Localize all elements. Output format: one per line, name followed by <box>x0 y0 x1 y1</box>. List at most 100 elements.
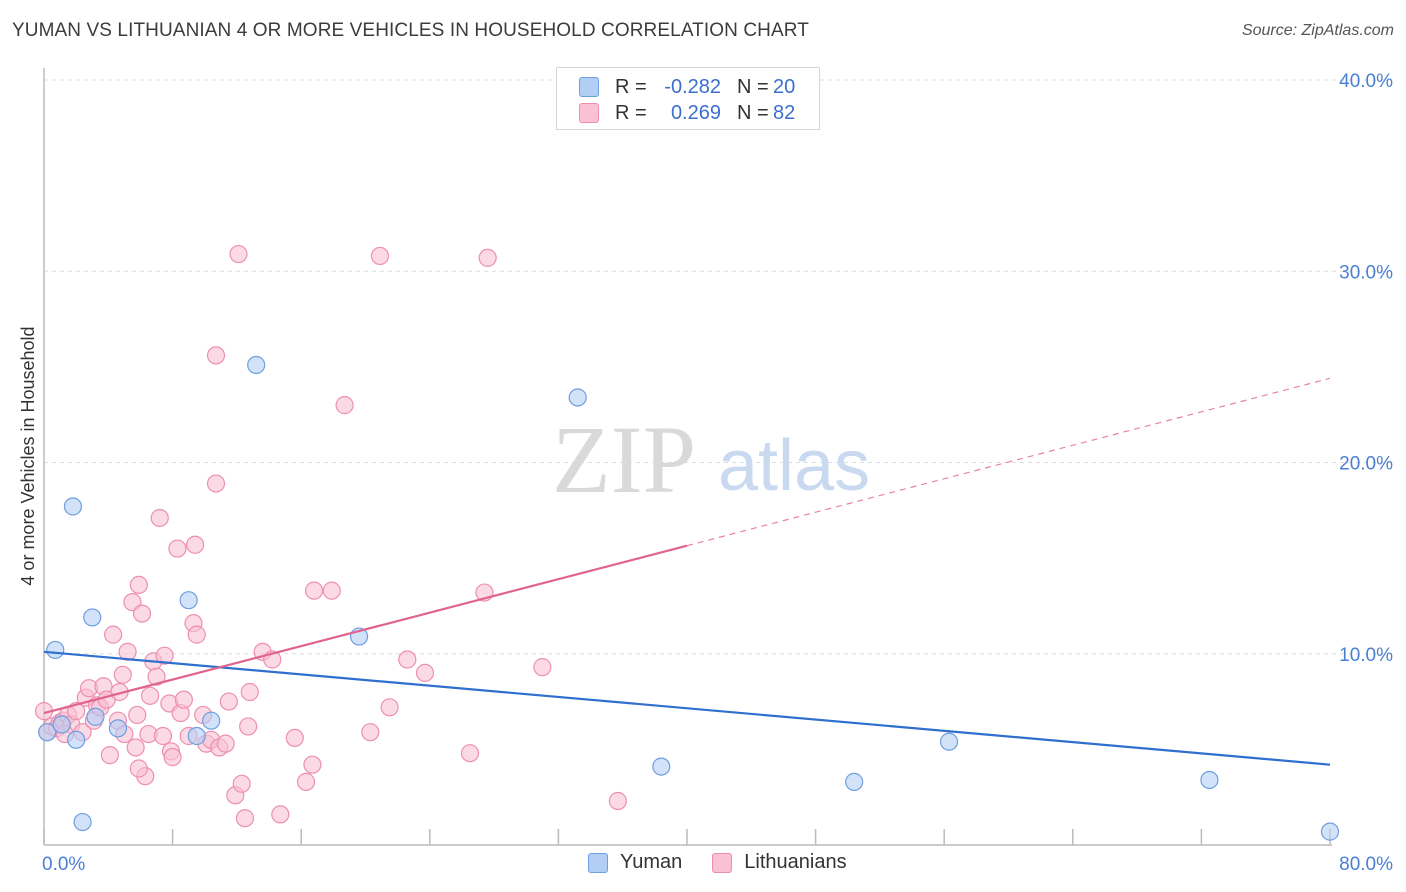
source-label: Source: ZipAtlas.com <box>1241 22 1394 39</box>
yuman-point <box>73 812 92 832</box>
yuman-point <box>845 772 864 791</box>
lithuanians-point <box>304 581 324 600</box>
legend-item-yuman[interactable]: Yuman <box>588 851 682 874</box>
n-value: 20 <box>773 75 796 98</box>
y-tick-label: 30.0% <box>1339 262 1393 283</box>
yuman-point <box>46 640 65 660</box>
lithuanians-point <box>533 658 552 677</box>
lithuanians-swatch <box>579 103 599 123</box>
yuman-point <box>86 707 105 726</box>
y-tick-labels: 10.0% 20.0% 30.0% 40.0% <box>1339 71 1393 666</box>
yuman-point <box>63 497 83 516</box>
yuman-point <box>187 726 206 746</box>
watermark-atlas: atlas <box>718 426 870 506</box>
lithuanians-point <box>398 650 417 669</box>
lithuanians-point <box>186 535 205 554</box>
correlation-legend: R = -0.282 N = 20 R = 0.269 N = 82 <box>556 67 820 130</box>
y-axis-title: 4 or more Vehicles in Household <box>18 326 38 585</box>
lithuanians-point <box>147 667 166 686</box>
series-legend: Yuman Lithuanians <box>588 851 877 874</box>
lithuanians-point <box>460 744 480 763</box>
lithuanians-point <box>155 646 174 665</box>
y-tick-label: 40.0% <box>1339 71 1393 92</box>
lithuanians-point <box>370 246 390 266</box>
x-tick-label-min: 0.0% <box>42 854 85 875</box>
lithuanians-point <box>104 625 123 644</box>
watermark: ZIP atlas <box>552 406 870 513</box>
lithuanians-point <box>113 665 132 684</box>
lithuanians-trend-line <box>43 544 688 715</box>
legend-item-lithuanians[interactable]: Lithuanians <box>712 851 847 874</box>
yuman-point <box>652 757 671 776</box>
lithuanians-point <box>129 575 148 595</box>
x-ticks <box>43 829 1331 845</box>
chart-title: YUMAN VS LITHUANIAN 4 OR MORE VEHICLES I… <box>12 20 809 41</box>
lithuanians-point <box>361 723 380 742</box>
lithuanians-point <box>240 682 259 702</box>
lithuanians-swatch <box>712 852 733 873</box>
yuman-point <box>247 355 266 375</box>
lithuanians-point <box>239 717 258 736</box>
watermark-zip: ZIP <box>552 406 696 513</box>
yuman-trend-line <box>43 650 1331 766</box>
legend-label-yuman: Yuman <box>620 851 683 873</box>
lithuanians-point <box>174 690 193 709</box>
legend-row-lithuanians: R = 0.269 N = 82 <box>579 101 795 125</box>
lithuanians-point <box>229 244 248 264</box>
lithuanians-point <box>140 686 160 705</box>
lithuanians-point <box>219 692 238 711</box>
lithuanians-point <box>608 791 627 811</box>
lithuanians-point <box>150 508 169 528</box>
lithuanians-point <box>206 346 226 365</box>
y-tick-label: 20.0% <box>1339 454 1393 475</box>
y-tick-label: 10.0% <box>1339 645 1393 666</box>
r-label: R = <box>615 101 647 124</box>
lithuanians-point <box>100 746 120 765</box>
gridlines <box>44 79 1392 655</box>
yuman-point <box>179 591 198 610</box>
n-value: 82 <box>773 101 796 124</box>
yuman-point <box>202 711 221 730</box>
yuman-swatch <box>588 852 608 873</box>
legend-label-lithuanians: Lithuanians <box>744 851 847 873</box>
lithuanians-point <box>163 747 182 767</box>
lithuanians-point <box>118 642 137 661</box>
yuman-point <box>1320 822 1340 841</box>
lithuanians-point <box>129 759 148 778</box>
lithuanians-point <box>168 539 187 558</box>
yuman-points <box>38 355 1340 841</box>
yuman-point <box>52 715 71 734</box>
yuman-point <box>38 723 57 742</box>
lithuanians-point <box>335 396 354 415</box>
legend-row-yuman: R = -0.282 N = 20 <box>579 75 795 99</box>
yuman-point <box>67 730 86 749</box>
yuman-point <box>108 719 128 738</box>
n-label: N = <box>737 75 769 98</box>
lithuanians-point <box>232 774 251 793</box>
lithuanians-point <box>380 698 399 717</box>
lithuanians-point <box>126 738 145 757</box>
lithuanians-point <box>415 663 435 682</box>
lithuanians-point <box>128 705 147 725</box>
lithuanians-point <box>271 805 290 824</box>
lithuanians-point <box>285 728 304 748</box>
lithuanians-point <box>132 604 152 623</box>
yuman-swatch <box>579 77 599 97</box>
lithuanians-point <box>235 809 255 828</box>
lithuanians-point <box>322 581 341 600</box>
yuman-point <box>1200 770 1219 790</box>
lithuanians-points <box>34 244 627 828</box>
r-value: -0.282 <box>664 75 721 98</box>
lithuanians-point <box>478 248 497 267</box>
yuman-point <box>939 732 959 751</box>
n-label: N = <box>737 101 769 124</box>
trend-lines <box>43 377 1331 766</box>
lithuanians-point <box>296 772 316 791</box>
r-value: 0.269 <box>670 101 721 124</box>
lithuanians-point <box>187 625 206 644</box>
lithuanians-point <box>216 734 235 753</box>
x-tick-label-max: 80.0% <box>1339 854 1393 875</box>
lithuanians-point <box>206 474 226 493</box>
lithuanians-trend-extension <box>686 377 1331 547</box>
